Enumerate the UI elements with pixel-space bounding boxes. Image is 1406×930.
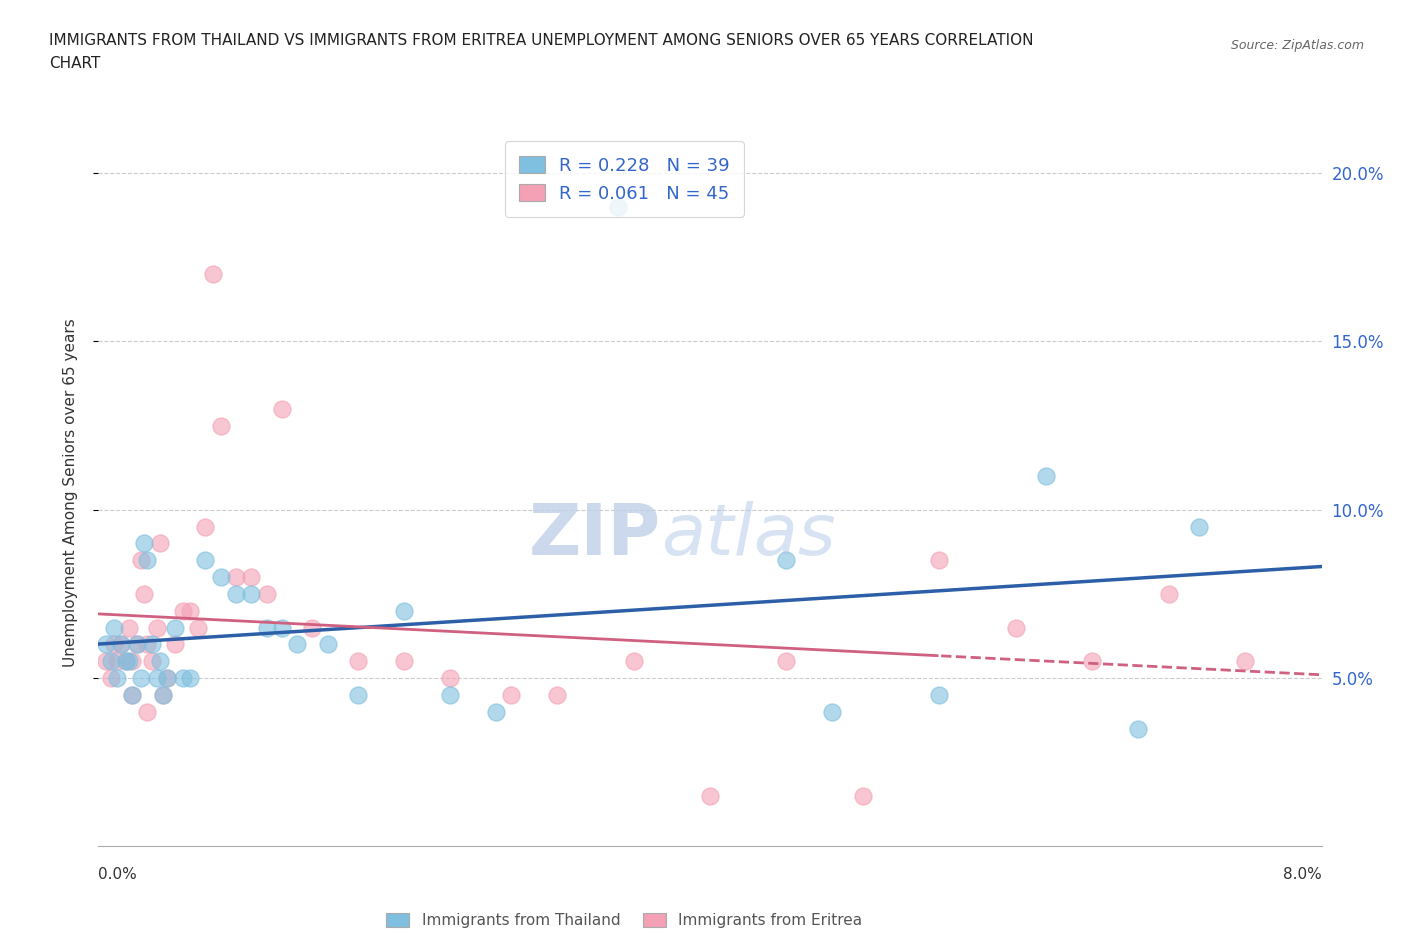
- Y-axis label: Unemployment Among Seniors over 65 years: Unemployment Among Seniors over 65 years: [63, 319, 77, 668]
- Point: [256, 587, 278, 602]
- Text: IMMIGRANTS FROM THAILAND VS IMMIGRANTS FROM ERITREA UNEMPLOYMENT AMONG SENIORS O: IMMIGRANTS FROM THAILAND VS IMMIGRANTS F…: [49, 33, 1033, 47]
- Point: [194, 552, 217, 567]
- Point: [194, 519, 217, 534]
- Point: [546, 687, 568, 702]
- Point: [105, 671, 128, 685]
- Point: [145, 671, 167, 685]
- Point: [240, 569, 263, 584]
- Point: [121, 654, 143, 669]
- Point: [100, 671, 122, 685]
- Point: [121, 687, 143, 702]
- Point: [145, 620, 167, 635]
- Point: [202, 267, 225, 282]
- Text: atlas: atlas: [661, 501, 835, 570]
- Point: [225, 587, 247, 602]
- Text: 8.0%: 8.0%: [1282, 867, 1322, 882]
- Point: [209, 569, 232, 584]
- Point: [392, 654, 416, 669]
- Point: [105, 654, 128, 669]
- Point: [110, 637, 132, 652]
- Point: [136, 552, 159, 567]
- Point: [347, 654, 370, 669]
- Legend: Immigrants from Thailand, Immigrants from Eritrea: Immigrants from Thailand, Immigrants fro…: [380, 907, 869, 930]
- Point: [163, 637, 186, 652]
- Text: ZIP: ZIP: [529, 501, 661, 570]
- Point: [209, 418, 232, 433]
- Point: [115, 654, 138, 669]
- Point: [110, 637, 132, 652]
- Point: [163, 620, 186, 635]
- Point: [100, 654, 122, 669]
- Point: [125, 637, 148, 652]
- Point: [125, 637, 148, 652]
- Point: [172, 671, 194, 685]
- Point: [501, 687, 523, 702]
- Point: [775, 552, 797, 567]
- Point: [129, 552, 152, 567]
- Point: [136, 637, 159, 652]
- Point: [187, 620, 209, 635]
- Point: [94, 654, 117, 669]
- Point: [1128, 721, 1150, 736]
- Point: [1035, 469, 1057, 484]
- Point: [156, 671, 179, 685]
- Point: [129, 671, 152, 685]
- Point: [172, 604, 194, 618]
- Point: [392, 604, 416, 618]
- Point: [225, 569, 247, 584]
- Point: [270, 402, 294, 417]
- Point: [439, 687, 461, 702]
- Point: [149, 654, 172, 669]
- Text: 0.0%: 0.0%: [98, 867, 138, 882]
- Point: [134, 536, 156, 551]
- Point: [485, 704, 508, 719]
- Point: [607, 199, 630, 214]
- Point: [623, 654, 645, 669]
- Text: CHART: CHART: [49, 56, 101, 71]
- Point: [156, 671, 179, 685]
- Point: [134, 587, 156, 602]
- Point: [316, 637, 339, 652]
- Point: [821, 704, 844, 719]
- Point: [1188, 519, 1211, 534]
- Point: [149, 536, 172, 551]
- Point: [1081, 654, 1104, 669]
- Point: [439, 671, 461, 685]
- Point: [240, 587, 263, 602]
- Point: [1004, 620, 1026, 635]
- Point: [118, 620, 141, 635]
- Point: [103, 637, 125, 652]
- Point: [256, 620, 278, 635]
- Point: [121, 687, 143, 702]
- Point: [141, 654, 163, 669]
- Point: [94, 637, 117, 652]
- Point: [152, 687, 174, 702]
- Text: Source: ZipAtlas.com: Source: ZipAtlas.com: [1230, 39, 1364, 52]
- Point: [115, 654, 138, 669]
- Point: [179, 604, 201, 618]
- Point: [103, 620, 125, 635]
- Point: [347, 687, 370, 702]
- Point: [928, 552, 950, 567]
- Point: [928, 687, 950, 702]
- Point: [1234, 654, 1257, 669]
- Point: [152, 687, 174, 702]
- Point: [118, 654, 141, 669]
- Point: [179, 671, 201, 685]
- Point: [775, 654, 797, 669]
- Point: [136, 704, 159, 719]
- Point: [270, 620, 294, 635]
- Point: [852, 789, 875, 804]
- Point: [699, 789, 721, 804]
- Point: [285, 637, 308, 652]
- Point: [301, 620, 323, 635]
- Point: [141, 637, 163, 652]
- Point: [1157, 587, 1180, 602]
